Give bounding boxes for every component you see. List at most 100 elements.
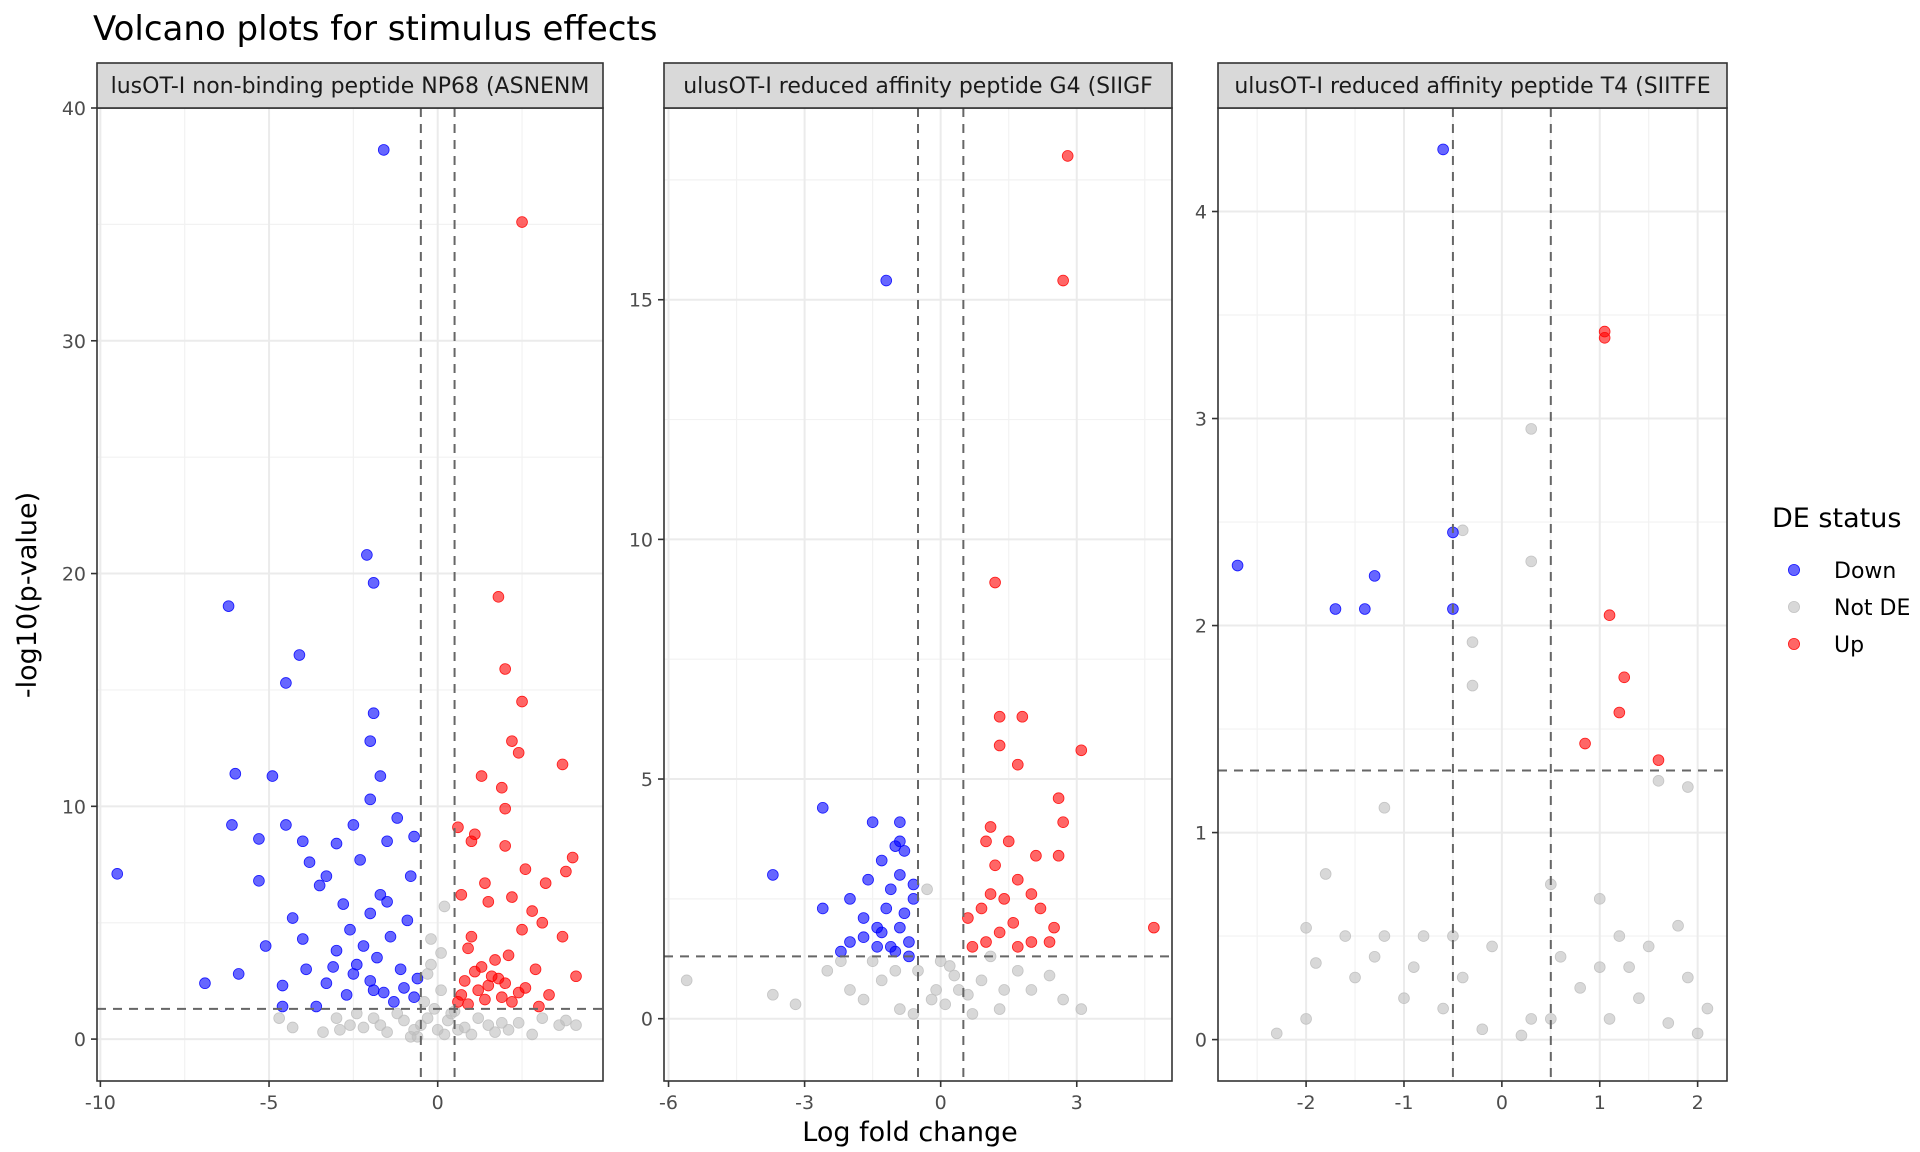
x-tick-label: -10	[85, 1092, 116, 1114]
point-down	[280, 819, 292, 831]
point-not-de	[1300, 1013, 1312, 1025]
point-up	[516, 923, 528, 936]
y-tick-label: 0	[74, 1029, 86, 1051]
y-tick-label: 20	[62, 564, 86, 586]
point-not-de	[435, 984, 447, 997]
point-not-de	[1417, 930, 1430, 942]
y-tick-label: 15	[629, 290, 653, 312]
point-up	[516, 216, 528, 228]
point-down	[276, 1000, 289, 1013]
point-down	[394, 963, 407, 976]
point-not-de	[1057, 993, 1069, 1006]
point-down	[330, 837, 343, 850]
point-up	[495, 781, 508, 794]
point-down	[296, 835, 309, 848]
point-up	[489, 954, 501, 966]
point-not-de	[1270, 1027, 1283, 1040]
point-up	[482, 979, 495, 992]
point-not-de	[767, 988, 779, 1001]
point-down	[364, 735, 377, 747]
point-down	[347, 819, 360, 831]
point-up	[1652, 754, 1665, 766]
point-down	[374, 770, 387, 782]
point-not-de	[1466, 636, 1479, 648]
point-down	[767, 869, 779, 881]
point-down	[280, 677, 292, 689]
point-down	[1359, 603, 1371, 615]
facet-strip	[663, 62, 1173, 109]
point-down	[303, 856, 316, 868]
point-not-de	[857, 993, 870, 1006]
point-down	[871, 940, 883, 953]
point-up	[1011, 758, 1024, 771]
point-down	[381, 895, 393, 908]
point-down	[337, 898, 350, 910]
point-down	[313, 879, 326, 892]
point-down	[371, 951, 383, 964]
x-tick-label: 1	[1594, 1092, 1606, 1114]
point-not-de	[1525, 555, 1538, 568]
point-up	[519, 863, 532, 875]
point-up	[1043, 936, 1056, 948]
point-up	[1075, 744, 1088, 757]
facet-strip	[1217, 62, 1728, 109]
point-not-de	[1466, 679, 1479, 692]
point-up	[499, 802, 511, 815]
point-not-de	[465, 1028, 478, 1041]
point-not-de	[948, 969, 961, 982]
point-up	[962, 912, 974, 924]
point-down	[253, 875, 265, 887]
point-up	[506, 996, 518, 1008]
point-not-de	[317, 1026, 329, 1038]
point-not-de	[1525, 423, 1538, 435]
point-up	[1011, 940, 1024, 953]
x-tick-label: 3	[1071, 1092, 1083, 1114]
y-tick-label: 3	[1195, 409, 1207, 431]
point-up	[989, 576, 1001, 589]
point-up	[512, 746, 525, 759]
point-down	[898, 845, 911, 857]
point-up	[1016, 710, 1029, 723]
point-up	[1030, 849, 1042, 862]
y-tick-label: 10	[629, 529, 653, 551]
point-not-de	[1672, 919, 1684, 932]
point-down	[844, 893, 856, 905]
x-axis-title: Log fold change	[802, 1117, 1017, 1148]
point-down	[866, 816, 879, 828]
point-down	[894, 835, 906, 848]
point-up	[1052, 849, 1065, 862]
facet-strip-label: ulusOT-I reduced affinity peptide T4 (SI…	[1234, 74, 1710, 99]
point-up	[984, 888, 997, 900]
y-axis-title: -log10(p-value)	[12, 492, 43, 698]
point-down	[199, 977, 211, 990]
chart-title: Volcano plots for stimulus effects	[93, 9, 657, 49]
point-down	[884, 883, 897, 896]
point-up	[1057, 816, 1069, 828]
point-not-de	[482, 1019, 495, 1031]
point-up	[1025, 888, 1038, 900]
point-not-de	[536, 1012, 549, 1024]
point-not-de	[330, 1012, 343, 1024]
point-up	[570, 970, 582, 983]
point-not-de	[425, 958, 437, 971]
point-up	[479, 993, 491, 1006]
point-down	[857, 912, 870, 924]
point-not-de	[421, 1012, 434, 1024]
legend-key-not-de	[1788, 601, 1801, 614]
point-not-de	[435, 947, 447, 959]
panel-2: ulusOT-I reduced affinity peptide G4 (SI…	[629, 62, 1173, 1114]
point-up	[499, 840, 511, 852]
point-not-de	[1515, 1029, 1528, 1042]
point-up	[1025, 936, 1038, 948]
points	[680, 150, 1160, 1020]
point-up	[993, 710, 1006, 723]
point-down	[880, 274, 893, 287]
point-not-de	[502, 1023, 515, 1036]
point-down	[344, 923, 356, 936]
panel-1: lusOT-I non-binding peptide NP68 (ASNENM…	[62, 62, 604, 1114]
point-down	[898, 907, 911, 920]
point-not-de	[273, 1012, 285, 1024]
point-down	[364, 793, 377, 806]
point-up	[1052, 792, 1065, 805]
point-down	[320, 977, 333, 990]
